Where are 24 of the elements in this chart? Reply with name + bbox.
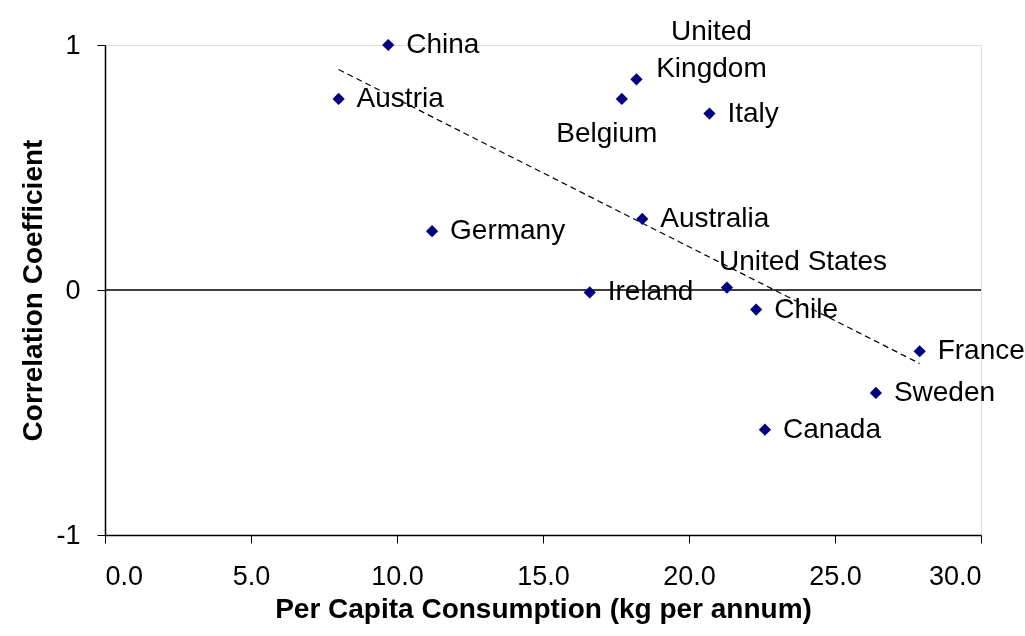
annotation: Australia <box>660 201 770 233</box>
annotation: United Kingdom <box>656 15 767 84</box>
annotation: Belgium <box>556 116 658 148</box>
annotation: Italy <box>727 96 779 128</box>
x-tick-label: 5.0 <box>232 560 271 591</box>
y-tick-label: -1 <box>56 519 81 550</box>
annotation: Canada <box>782 412 882 444</box>
annotation: Austria <box>356 81 445 113</box>
x-tick-label: 0.0 <box>105 560 144 591</box>
annotation: Germany <box>450 214 566 246</box>
y-tick-label: 0 <box>65 274 81 305</box>
annotation: United States <box>718 244 888 276</box>
annotation: Chile <box>774 292 838 324</box>
annotation: Sweden <box>893 375 996 407</box>
x-tick-label: 20.0 <box>663 560 716 591</box>
x-tick-label: 25.0 <box>809 560 862 591</box>
annotation: China <box>406 28 480 59</box>
x-tick-label: 15.0 <box>517 560 570 591</box>
y-tick-label: 1 <box>65 29 81 60</box>
x-axis-title: Per Capita Consumption (kg per annum) <box>275 592 812 624</box>
x-tick-label: 10.0 <box>371 560 424 591</box>
x-tick-label: 30.0 <box>928 560 982 591</box>
annotation: France <box>937 334 1025 366</box>
y-axis-title: Correlation Coefficient <box>17 139 49 442</box>
